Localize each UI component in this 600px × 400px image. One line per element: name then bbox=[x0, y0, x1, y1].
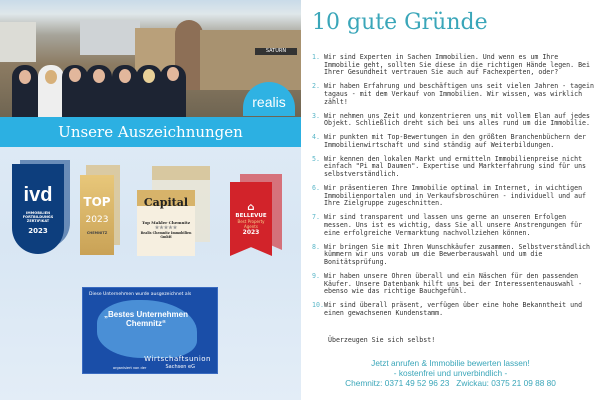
award-intro: Diese Unternehmen wurde ausgezeichnet al… bbox=[89, 292, 192, 297]
item-text: Wir punkten mit Top-Bewertungen in den g… bbox=[324, 133, 587, 149]
item-number: 7. bbox=[312, 213, 320, 222]
item-number: 5. bbox=[312, 154, 320, 163]
house-icon: ⌂ bbox=[247, 202, 255, 213]
list-item: 4. Wir punkten mit Top-Bewertungen in den… bbox=[312, 133, 597, 149]
list-item: 6. Wir präsentieren Ihre Immobilie optima… bbox=[312, 184, 597, 208]
item-number: 8. bbox=[312, 242, 320, 251]
item-text: Wir präsentieren Ihre Immobilie optimal … bbox=[324, 184, 587, 208]
award-text: 2023 bbox=[242, 229, 260, 236]
item-number: 9. bbox=[312, 271, 320, 280]
awards-panel: SATURN realis Unsere Auszeichnungen ivd … bbox=[0, 0, 301, 400]
award-text: Capital bbox=[143, 195, 189, 209]
award-note: organisiert von der bbox=[113, 366, 147, 370]
list-item: 2. Wir haben Erfahrung und beschäftigen u… bbox=[312, 82, 597, 106]
closing-text: Überzeugen Sie sich selbst! bbox=[328, 336, 436, 344]
list-item: 8. Wir bringen Sie mit Ihren Wunschkäufer… bbox=[312, 242, 597, 267]
award-text: Top Makler Chemnitz bbox=[141, 219, 191, 225]
bellevue-award-badge: ⌂ BELLEVUE Best Property Agents 2023 bbox=[230, 182, 272, 256]
item-text: Wir nehmen uns Zeit und konzentrieren un… bbox=[324, 111, 590, 128]
award-text: ★★★★★ bbox=[154, 224, 178, 231]
store-sign: SATURN bbox=[255, 48, 297, 55]
team-photo: SATURN realis bbox=[0, 0, 301, 117]
focus-top-award-badge: TOP 2023 CHEMNITZ bbox=[80, 175, 114, 255]
list-item: 9. Wir haben unsere Ohren überall und ein… bbox=[312, 271, 597, 296]
wirtschaftsunion-award: Diese Unternehmen wurde ausgezeichnet al… bbox=[82, 287, 218, 374]
ivd-award-badge: ivd IMMOBILIEN FORTBILDUNGS ZERTIFIKAT 2… bbox=[12, 164, 64, 254]
item-text: Wir bringen Sie mit Ihren Wunschkäufer z… bbox=[324, 242, 590, 267]
award-organization: Wirtschaftsunion bbox=[144, 355, 211, 363]
list-item: 5. Wir kennen den lokalen Markt und ermit… bbox=[312, 154, 597, 179]
reasons-list: 1. Wir sind Experten in Sachen Immobilien… bbox=[312, 53, 597, 324]
award-text: Realis Chemnitz Immobilien GmbH bbox=[140, 230, 192, 239]
item-number: 2. bbox=[312, 82, 320, 91]
award-title: „Bestes Unternehmen Chemnitz“ bbox=[103, 310, 189, 328]
award-text: Best Property Agents bbox=[237, 219, 265, 229]
page-title: 10 gute Gründe bbox=[312, 10, 488, 35]
realis-logo: realis bbox=[243, 82, 295, 116]
item-text: Wir sind Experten in Sachen Immobilien. … bbox=[324, 53, 590, 77]
award-text: TOP bbox=[83, 195, 111, 209]
item-text: Wir sind überall präsent, verfügen über … bbox=[324, 301, 583, 317]
award-text: ivd bbox=[23, 183, 53, 206]
item-number: 1. bbox=[312, 53, 320, 61]
item-text: Wir haben Erfahrung und beschäftigen uns… bbox=[324, 82, 594, 106]
item-number: 3. bbox=[312, 111, 320, 120]
item-text: Wir haben unsere Ohren überall und ein N… bbox=[324, 271, 583, 296]
capital-award-badge: Capital Top Makler Chemnitz ★★★★★ Realis… bbox=[137, 190, 195, 256]
saxony-map bbox=[97, 300, 197, 358]
item-number: 10. bbox=[312, 301, 324, 310]
awards-heading: Unsere Auszeichnungen bbox=[0, 117, 301, 147]
list-item: 10. Wir sind überall präsent, verfügen üb… bbox=[312, 301, 597, 317]
cta-headline: Jetzt anrufen & Immobilie bewerten lasse… bbox=[371, 358, 530, 368]
award-text: IMMOBILIEN FORTBILDUNGS ZERTIFIKAT bbox=[22, 210, 54, 223]
cta-phone-numbers[interactable]: Chemnitz: 0371 49 52 96 23 Zwickau: 0375… bbox=[345, 378, 556, 388]
list-item: 3. Wir nehmen uns Zeit und konzentrieren … bbox=[312, 111, 597, 128]
list-item: 7. Wir sind transparent und lassen uns ge… bbox=[312, 214, 597, 237]
call-to-action: Jetzt anrufen & Immobilie bewerten lasse… bbox=[301, 358, 600, 388]
item-number: 4. bbox=[312, 133, 320, 142]
item-text: Wir kennen den lokalen Markt und ermitte… bbox=[324, 154, 587, 179]
award-text: BELLEVUE bbox=[235, 213, 267, 219]
award-organization-sub: Sachsen eG bbox=[165, 364, 195, 370]
award-text: 2023 bbox=[85, 215, 109, 225]
item-text: Wir sind transparent und lassen uns gern… bbox=[324, 213, 583, 237]
list-item: 1. Wir sind Experten in Sachen Immobilien… bbox=[312, 53, 597, 77]
award-text: CHEMNITZ bbox=[86, 231, 108, 235]
cta-subline: - kostenfrei und unverbindlich - bbox=[393, 368, 508, 378]
award-text: 2023 bbox=[28, 226, 48, 235]
reasons-panel: 10 gute Gründe 1. Wir sind Experten in Sa… bbox=[301, 0, 600, 400]
item-number: 6. bbox=[312, 184, 320, 193]
